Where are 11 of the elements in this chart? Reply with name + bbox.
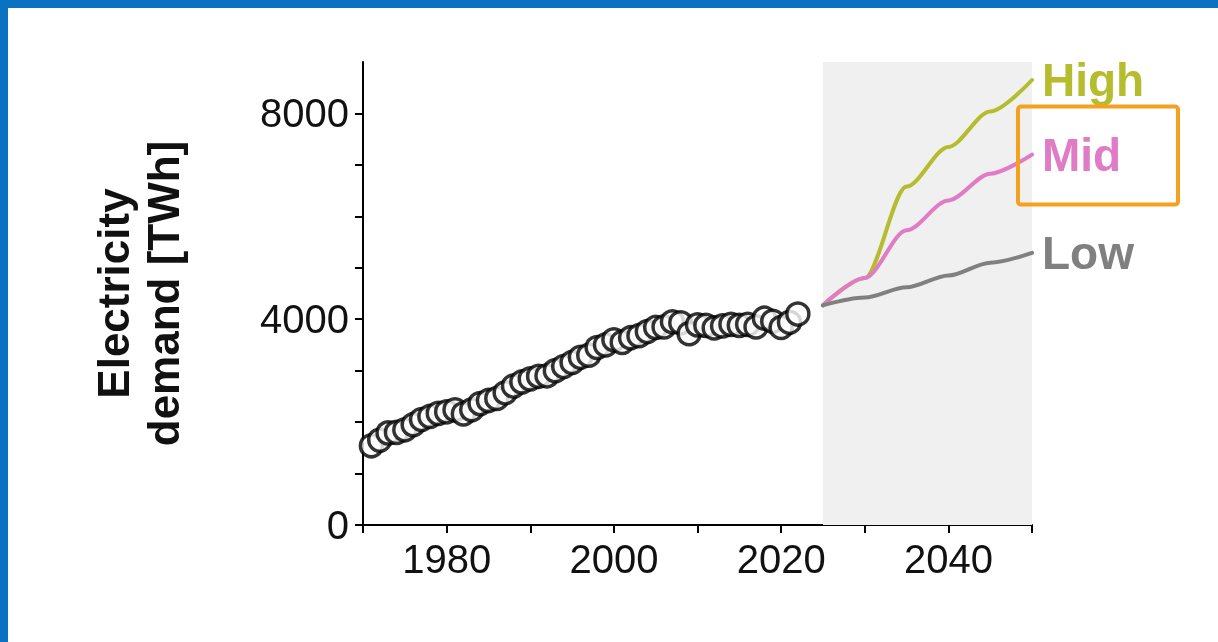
x-tick-label: 2020 [736,537,826,581]
x-tick-label: 1980 [402,537,492,581]
y-tick-label: 0 [326,503,349,547]
series-label: Low [1042,226,1135,279]
y-axis-title: Electricity demand [TWh] [88,140,188,447]
series-label: Mid [1042,128,1122,181]
series-label: High [1042,54,1145,107]
y-tick-label: 4000 [260,297,349,342]
x-tick-label: 2040 [903,537,993,581]
x-tick-label: 2000 [569,537,659,581]
y-tick-label: 8000 [260,91,349,136]
